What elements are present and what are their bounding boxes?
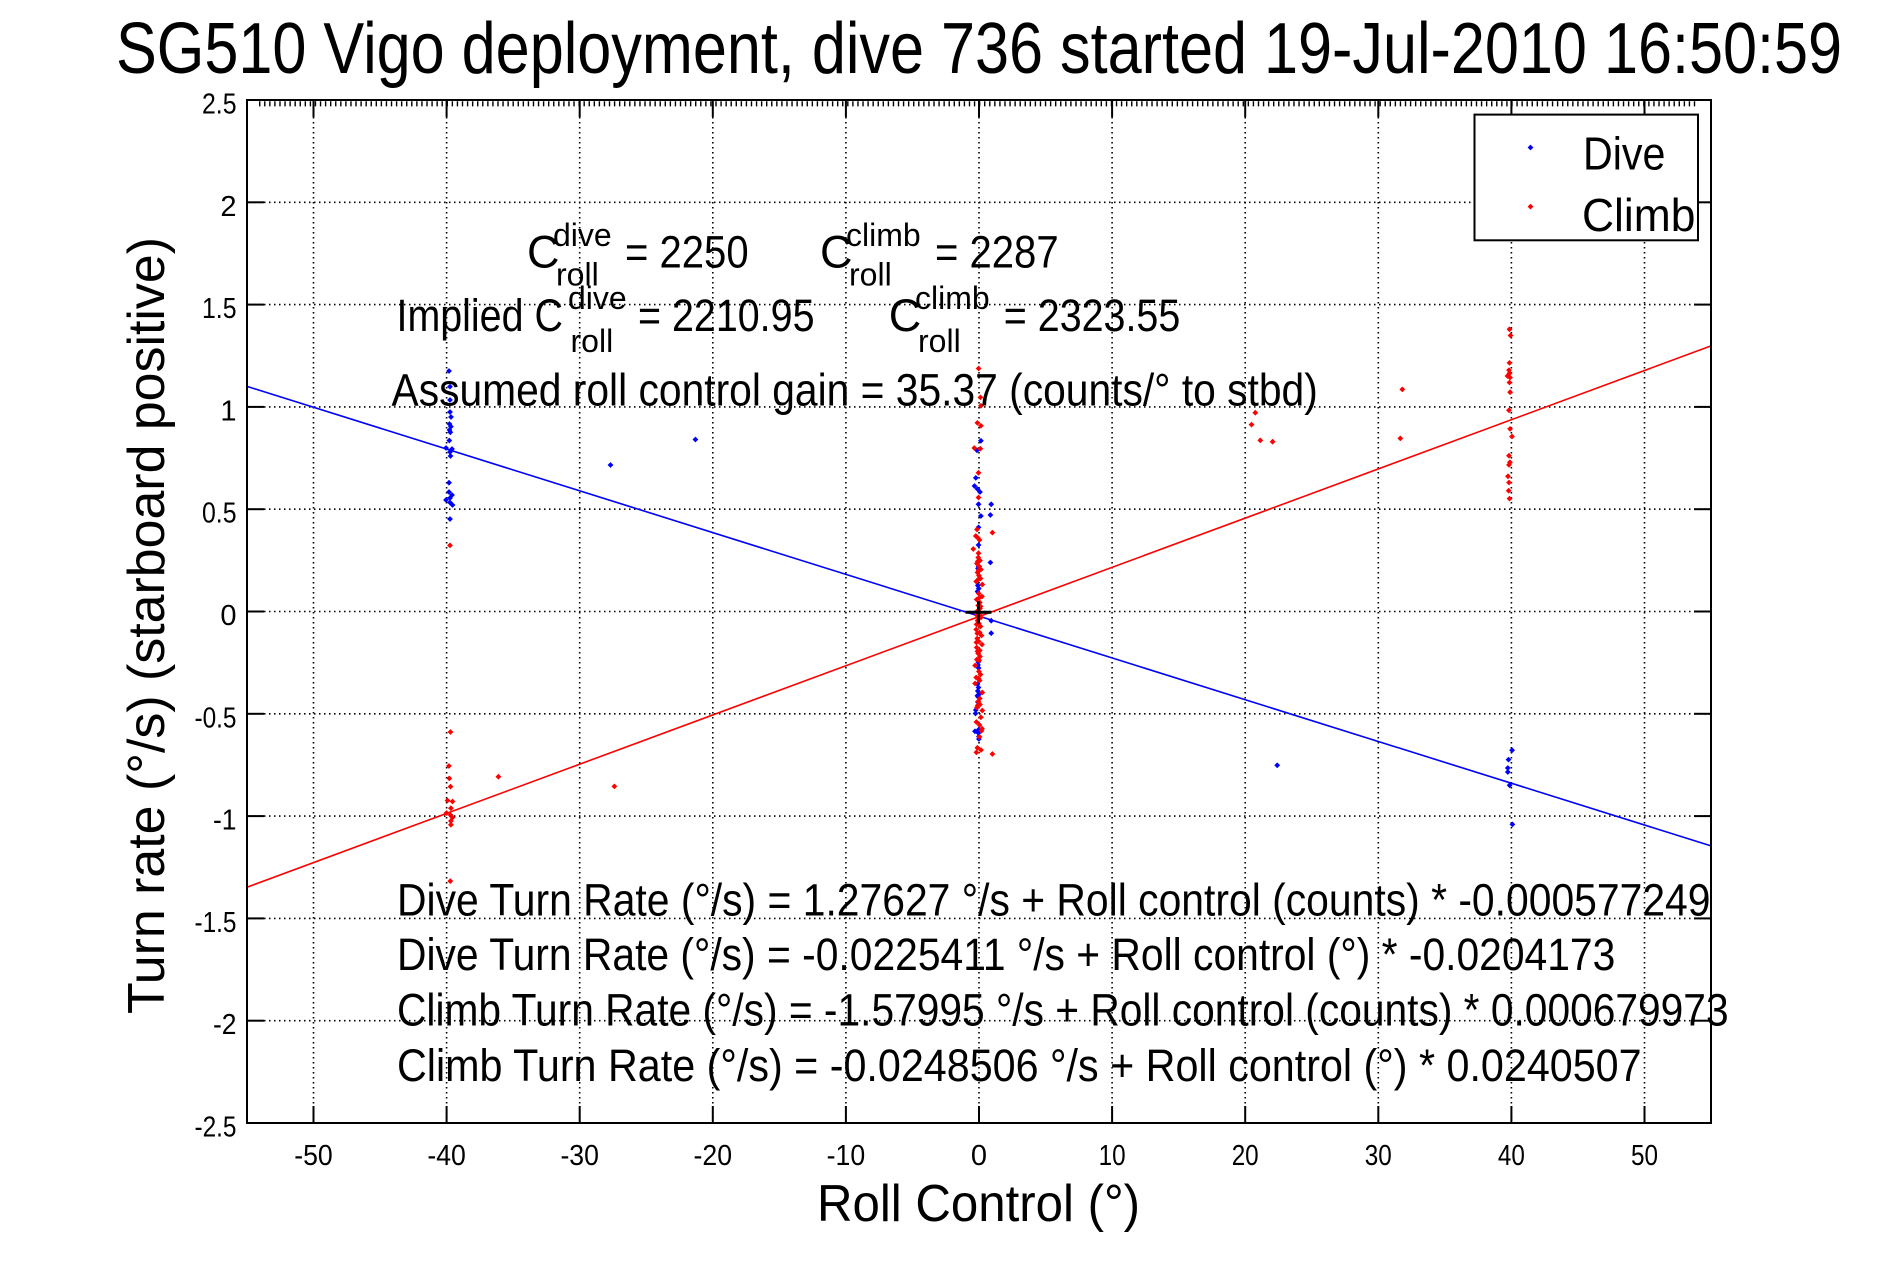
svg-text:0.5: 0.5 xyxy=(202,498,237,530)
svg-text:Dive: Dive xyxy=(1583,128,1665,180)
svg-text:-30: -30 xyxy=(560,1140,599,1172)
svg-text:-50: -50 xyxy=(294,1140,333,1172)
svg-text:30: 30 xyxy=(1365,1140,1392,1172)
svg-text:dive: dive xyxy=(553,217,612,253)
svg-text:50: 50 xyxy=(1631,1140,1658,1172)
svg-text:SG510 Vigo deployment, dive 73: SG510 Vigo deployment, dive 736 started … xyxy=(116,9,1842,89)
svg-text:-2: -2 xyxy=(213,1009,237,1041)
svg-text:dive: dive xyxy=(568,280,627,316)
svg-text:1: 1 xyxy=(220,395,236,427)
svg-text:C: C xyxy=(889,290,922,341)
svg-text:1.5: 1.5 xyxy=(202,293,237,325)
svg-text:0: 0 xyxy=(971,1140,987,1172)
svg-text:Assumed roll control gain = 35: Assumed roll control gain = 35.37 (count… xyxy=(392,365,1318,416)
svg-text:roll: roll xyxy=(556,257,599,293)
svg-text:= 2287: = 2287 xyxy=(935,227,1059,278)
svg-text:climb: climb xyxy=(846,217,921,253)
svg-text:40: 40 xyxy=(1498,1140,1525,1172)
svg-text:climb: climb xyxy=(915,280,990,316)
svg-text:-1.5: -1.5 xyxy=(195,907,237,939)
svg-text:roll: roll xyxy=(849,257,892,293)
svg-text:Climb Turn Rate (°/s) = -0.024: Climb Turn Rate (°/s) = -0.0248506 °/s +… xyxy=(397,1040,1642,1091)
svg-text:Implied C: Implied C xyxy=(397,290,563,341)
svg-text:-0.5: -0.5 xyxy=(195,702,237,734)
svg-text:= 2323.55: = 2323.55 xyxy=(1004,290,1181,341)
svg-text:C: C xyxy=(527,227,560,278)
svg-text:2: 2 xyxy=(220,191,236,223)
svg-text:2.5: 2.5 xyxy=(202,89,237,121)
svg-text:= 2250: = 2250 xyxy=(625,227,749,278)
svg-text:-40: -40 xyxy=(427,1140,466,1172)
svg-text:Climb: Climb xyxy=(1582,189,1695,241)
svg-text:Climb Turn Rate (°/s) = -1.579: Climb Turn Rate (°/s) = -1.57995 °/s + R… xyxy=(397,985,1729,1036)
svg-text:Dive Turn Rate (°/s) = -0.0225: Dive Turn Rate (°/s) = -0.0225411 °/s + … xyxy=(397,929,1615,980)
svg-text:= 2210.95: = 2210.95 xyxy=(638,290,815,341)
svg-text:Turn rate (°/s) (starboard pos: Turn rate (°/s) (starboard positive) xyxy=(118,237,176,1014)
svg-text:10: 10 xyxy=(1099,1140,1126,1172)
svg-text:C: C xyxy=(820,227,853,278)
svg-text:-10: -10 xyxy=(827,1140,866,1172)
svg-text:-20: -20 xyxy=(694,1140,733,1172)
svg-text:-1: -1 xyxy=(213,805,237,837)
svg-text:Dive Turn Rate (°/s) = 1.27627: Dive Turn Rate (°/s) = 1.27627 °/s + Rol… xyxy=(397,875,1711,926)
svg-text:0: 0 xyxy=(220,600,236,632)
svg-text:roll: roll xyxy=(571,323,614,359)
svg-text:roll: roll xyxy=(918,323,961,359)
svg-text:20: 20 xyxy=(1232,1140,1259,1172)
svg-text:Roll Control (°): Roll Control (°) xyxy=(817,1175,1140,1233)
svg-text:-2.5: -2.5 xyxy=(195,1112,237,1144)
